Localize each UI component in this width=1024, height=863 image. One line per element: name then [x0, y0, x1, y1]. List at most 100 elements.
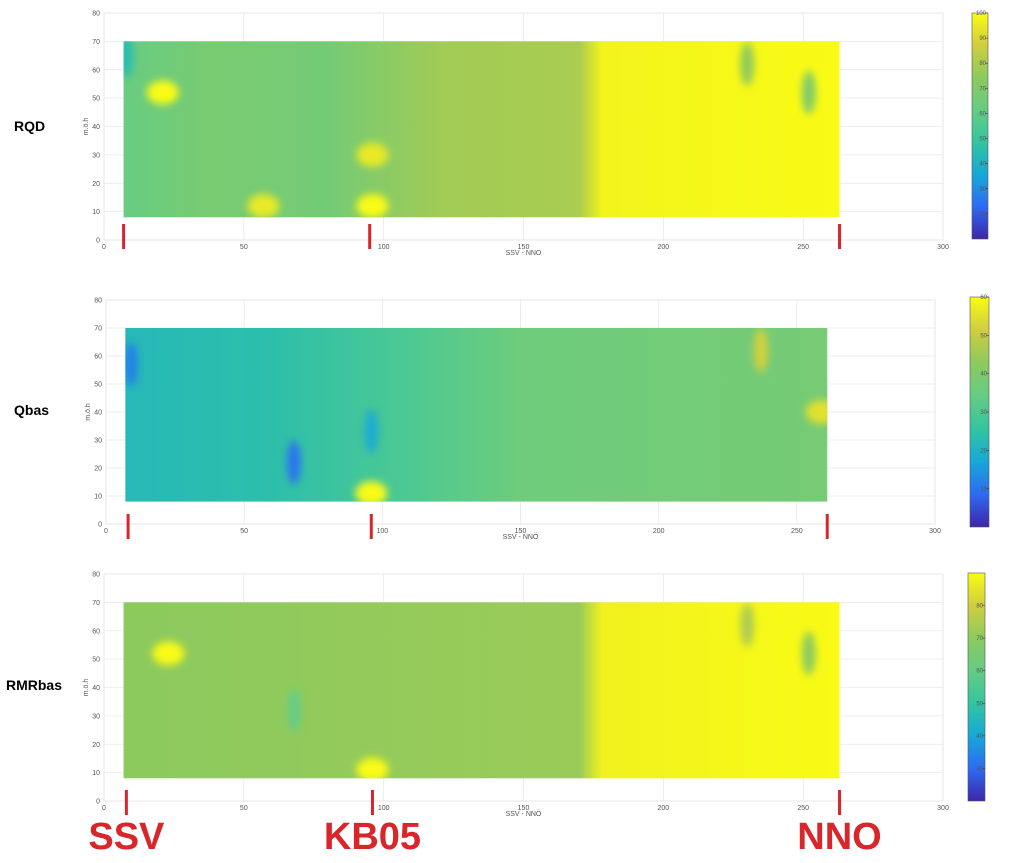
colorbar-tick-label: 20 — [980, 448, 987, 454]
y-tick-label: 80 — [92, 11, 100, 18]
heatmap-feature — [801, 70, 816, 115]
heatmap-features — [152, 603, 816, 779]
row-label: Qbas — [14, 402, 49, 418]
heatmap-feature — [364, 409, 379, 454]
x-tick-label: 100 — [376, 528, 388, 535]
colorbar-tick-label: 70 — [979, 86, 986, 92]
x-axis-label: SSV - NNO — [506, 250, 542, 257]
heatmap-feature — [123, 41, 134, 78]
y-tick-label: 40 — [92, 685, 100, 692]
colorbar-tick-label: 60 — [976, 669, 983, 675]
y-axis-label: m.ö.h — [83, 118, 90, 136]
colorbar-tick-label: 50 — [980, 333, 987, 339]
chart-rqd: RQD 0 50 100 150 200 250 300 0 10 20 30 40 50 60 70 80 SS… — [14, 11, 989, 257]
heatmap-feature — [247, 193, 280, 218]
x-tick-label: 100 — [378, 805, 390, 812]
heatmap-feature — [801, 631, 816, 676]
x-tick-label: 200 — [657, 805, 669, 812]
y-tick-label: 0 — [96, 238, 100, 245]
y-tick-label: 0 — [98, 522, 102, 529]
heatmap-feature — [356, 142, 389, 167]
colorbar-tick-label: 80 — [979, 61, 986, 67]
heatmap-field — [125, 328, 828, 502]
heatmap-features — [125, 328, 828, 502]
x-tick-label: 150 — [518, 244, 530, 251]
colorbar-tick-label: 30 — [980, 410, 987, 416]
location-label: KB05 — [324, 816, 421, 858]
heatmap-features — [123, 41, 816, 218]
heatmap-feature — [753, 328, 768, 373]
y-tick-label: 60 — [94, 354, 102, 361]
y-tick-label: 50 — [92, 657, 100, 664]
heatmap-feature — [355, 481, 388, 502]
y-tick-label: 70 — [92, 600, 100, 607]
x-tick-label: 0 — [104, 528, 108, 535]
colorbar-tick-label: 50 — [976, 701, 983, 707]
y-tick-label: 30 — [92, 713, 100, 720]
x-tick-label: 50 — [240, 805, 248, 812]
y-tick-label: 60 — [92, 628, 100, 635]
colorbar-tick-label: 10 — [980, 487, 987, 493]
y-tick-label: 10 — [92, 770, 100, 777]
heatmap-feature — [152, 641, 185, 666]
y-tick-label: 10 — [94, 494, 102, 501]
x-tick-label: 150 — [515, 528, 527, 535]
y-tick-label: 70 — [94, 326, 102, 333]
y-tick-label: 60 — [92, 67, 100, 74]
heatmap-feature — [125, 342, 138, 387]
colorbar-tick-label: 40 — [980, 372, 987, 378]
row-label: RQD — [14, 118, 45, 134]
y-tick-label: 70 — [92, 39, 100, 46]
heatmap-feature — [740, 42, 755, 87]
x-tick-label: 150 — [518, 805, 530, 812]
x-tick-label: 250 — [797, 244, 809, 251]
y-tick-label: 10 — [92, 209, 100, 216]
colorbar — [967, 572, 986, 802]
heatmap-feature — [356, 757, 389, 779]
x-tick-label: 300 — [937, 244, 949, 251]
colorbar-tick-label: 20 — [979, 212, 986, 218]
x-tick-label: 300 — [937, 805, 949, 812]
chart-qbas: Qbas 0 50 100 150 200 250 300 0 10 20 30 40 50 60 70 80 S… — [14, 295, 990, 541]
heatmap-feature — [287, 688, 302, 733]
heatmap-feature — [146, 80, 179, 105]
y-tick-label: 80 — [92, 572, 100, 579]
heatmap-field — [123, 41, 840, 218]
x-tick-label: 200 — [657, 244, 669, 251]
y-tick-label: 0 — [96, 799, 100, 806]
x-tick-label: 250 — [797, 805, 809, 812]
heatmap-feature — [286, 440, 301, 485]
x-tick-label: 300 — [929, 528, 941, 535]
colorbar-tick-label: 100 — [976, 11, 987, 17]
y-tick-label: 20 — [92, 742, 100, 749]
colorbar-tick-label: 70 — [976, 636, 983, 642]
colorbar-tick-label: 30 — [976, 766, 983, 772]
y-axis-label: m.ö.h — [85, 403, 92, 421]
colorbar-tick-label: 40 — [976, 734, 983, 740]
x-tick-label: 0 — [102, 244, 106, 251]
colorbar-tick-label: 60 — [980, 295, 987, 301]
y-tick-label: 20 — [92, 181, 100, 188]
colorbar-tick-label: 60 — [979, 111, 986, 117]
colorbar-tick-label: 90 — [979, 36, 986, 42]
heatmap-feature — [805, 400, 828, 424]
heatmap-field — [123, 602, 840, 779]
chart-rmrbas: RMRbas 0 50 100 150 200 250 300 0 10 20 30 40 50 60 70 8… — [6, 572, 986, 818]
colorbar-tick-label: 30 — [979, 187, 986, 193]
y-tick-label: 40 — [92, 124, 100, 131]
colorbar-tick-label: 40 — [979, 162, 986, 168]
x-tick-label: 200 — [653, 528, 665, 535]
row-label: RMRbas — [6, 677, 62, 693]
heatmap-feature — [356, 193, 389, 218]
x-tick-label: 50 — [240, 244, 248, 251]
colorbar-tick-label: 80 — [976, 604, 983, 610]
x-tick-label: 100 — [378, 244, 390, 251]
y-tick-label: 80 — [94, 298, 102, 305]
y-axis-label: m.ö.h — [83, 679, 90, 697]
y-tick-label: 30 — [94, 438, 102, 445]
location-label: SSV — [88, 816, 165, 858]
location-label: NNO — [797, 816, 881, 858]
x-tick-label: 250 — [791, 528, 803, 535]
x-tick-label: 0 — [102, 805, 106, 812]
